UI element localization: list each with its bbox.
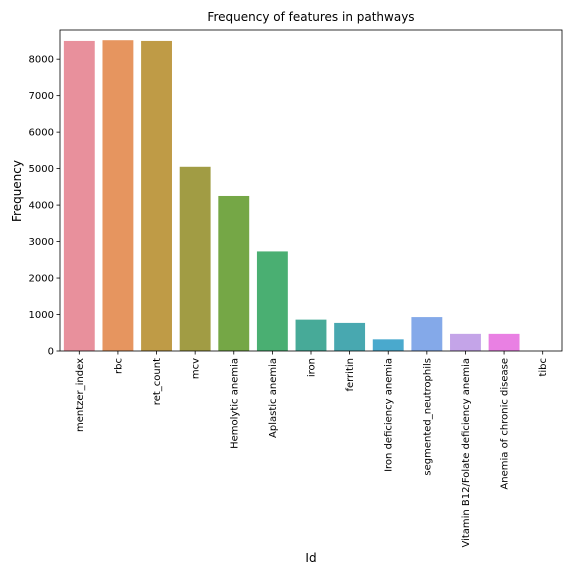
- bar-9: [411, 317, 443, 351]
- bar-1: [102, 40, 134, 352]
- bar-5: [256, 251, 288, 351]
- bars-group: [63, 40, 520, 352]
- x-tick-label-10: Vitamin B12/Folate deficiency anemia: [461, 358, 472, 548]
- bar-10: [450, 333, 481, 351]
- x-tick-label-3: mcv: [191, 358, 202, 379]
- x-tick-label-11: Anemia of chronic disease: [500, 358, 511, 490]
- bar-11: [488, 333, 520, 351]
- y-tick-label-1: 1000: [29, 310, 54, 321]
- x-tick-label-4: Hemolytic anemia: [229, 358, 240, 449]
- y-tick-label-2: 2000: [29, 274, 54, 285]
- bar-0: [63, 40, 95, 351]
- plot-frame: [59, 29, 563, 352]
- bar-6: [295, 319, 327, 351]
- y-tick-label-0: 0: [48, 347, 54, 358]
- x-ticks-group: mentzer_index rbc ret_count mcv Hemolytic an…: [75, 351, 549, 548]
- x-tick-label-1: rbc: [113, 358, 124, 374]
- x-tick-label-2: ret_count: [152, 358, 163, 405]
- y-tick-label-5: 5000: [29, 164, 54, 175]
- chart-title: Frequency of features in pathways: [207, 10, 414, 24]
- x-tick-label-0: mentzer_index: [75, 358, 86, 432]
- bar-7: [334, 322, 366, 351]
- y-tick-label-3: 3000: [29, 237, 54, 248]
- y-tick-label-6: 6000: [29, 128, 54, 139]
- bar-3: [179, 166, 211, 351]
- y-tick-label-7: 7000: [29, 91, 54, 102]
- bar-2: [141, 40, 172, 351]
- y-axis-label: Frequency: [10, 160, 24, 222]
- y-tick-label-4: 4000: [29, 201, 54, 212]
- x-tick-label-6: iron: [307, 358, 318, 377]
- x-tick-label-12: tibc: [538, 358, 549, 377]
- x-tick-label-7: ferritin: [345, 358, 356, 392]
- y-ticks-group: 0 1000 2000 3000 4000 5000 6000 7000 8000: [29, 55, 60, 358]
- x-tick-label-5: Aplastic anemia: [268, 358, 279, 438]
- bar-4: [218, 195, 250, 351]
- y-tick-label-8: 8000: [29, 55, 54, 66]
- x-tick-label-8: Iron deficiency anemia: [384, 358, 395, 472]
- x-tick-label-9: segmented_neutrophils: [422, 358, 433, 476]
- x-axis-label: Id: [305, 551, 316, 565]
- bar-8: [372, 339, 404, 351]
